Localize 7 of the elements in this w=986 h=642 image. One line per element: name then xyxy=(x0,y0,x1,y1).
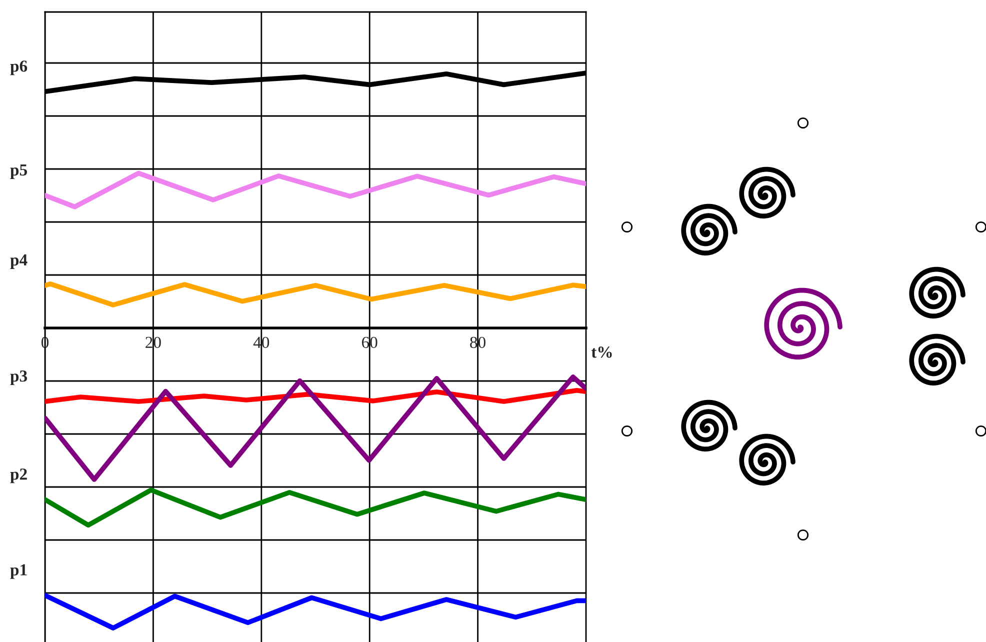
series-label: p4 xyxy=(10,254,28,269)
x-axis-title: t% xyxy=(591,346,612,358)
series-label: p5 xyxy=(10,164,27,179)
series-label: p3 xyxy=(10,370,28,386)
series-label: p6 xyxy=(10,60,28,76)
series-label: p1 xyxy=(10,564,27,579)
series-label: p2 xyxy=(10,468,27,484)
